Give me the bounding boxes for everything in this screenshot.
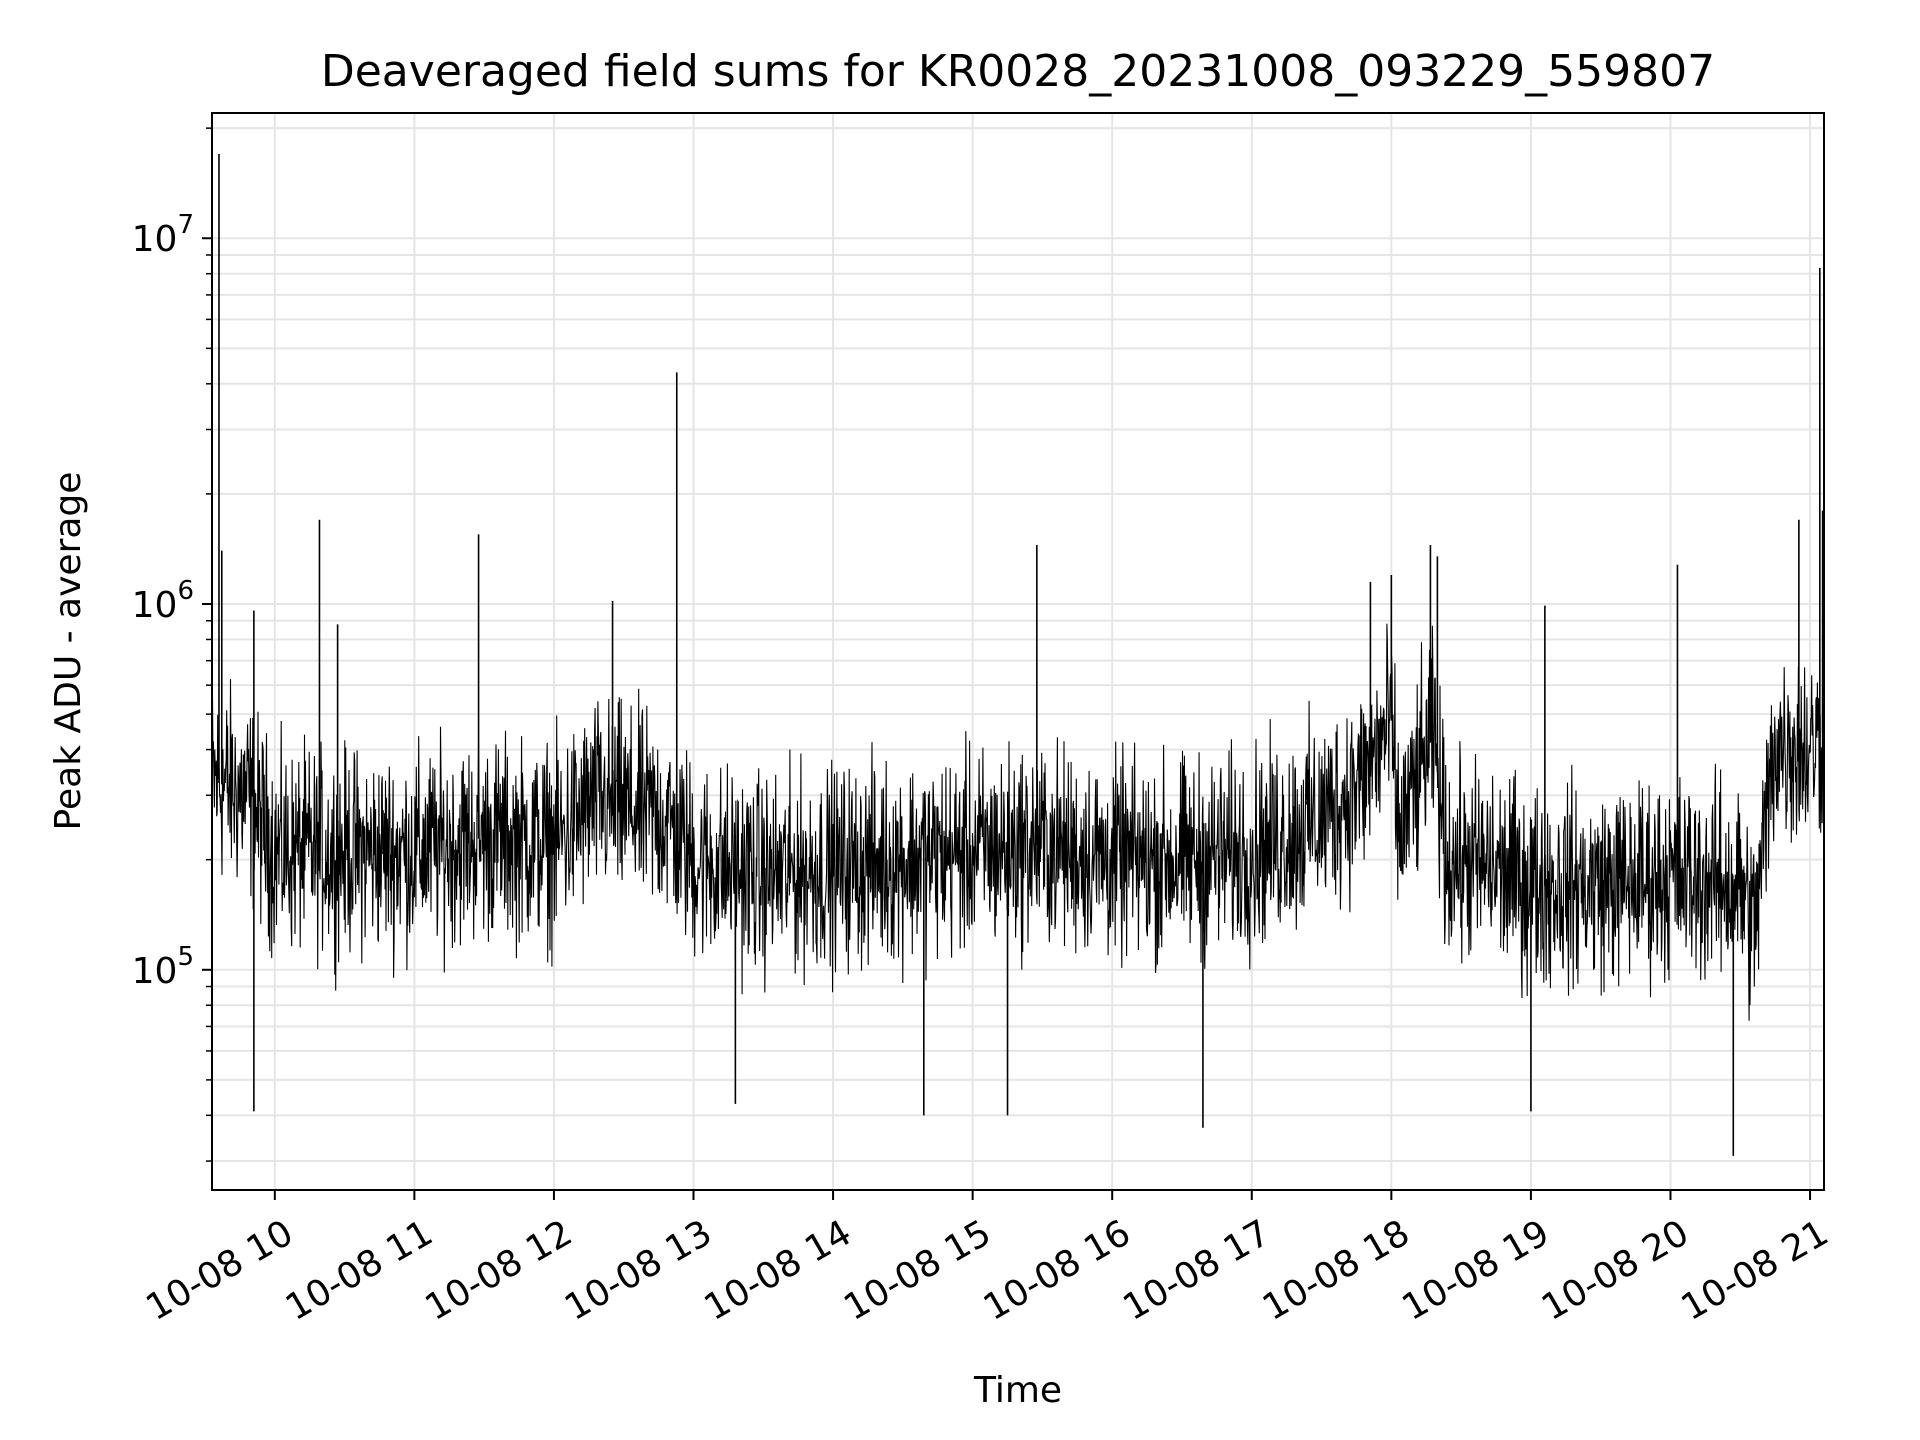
x-axis-label: Time [973,1370,1062,1411]
y-tick-label: 105 [132,942,194,992]
y-axis: 105 106 107 [132,127,212,1162]
data-series-line [211,623,1825,1021]
series-layer [211,153,1825,1156]
grid [212,113,1824,1190]
plot-frame [211,112,1825,1191]
y-axis-label: Peak ADU - average [48,472,89,831]
y-tick-label: 106 [132,576,194,626]
chart-title: Deaveraged field sums for KR0028_2023100… [321,46,1715,97]
y-tick-label: 107 [132,210,194,260]
